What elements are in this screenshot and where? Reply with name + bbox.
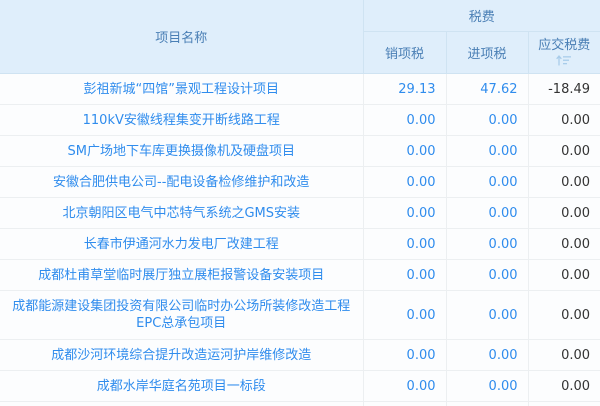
cell-output-tax: 0.00 — [363, 197, 447, 229]
cell-output-tax: 0.00 — [363, 290, 447, 340]
column-header-payable-tax[interactable]: 应交税费 — [528, 31, 600, 74]
cell-input-tax: 0.00 — [446, 135, 529, 167]
cell-input-tax: 47.62 — [446, 73, 529, 105]
cell-project-name[interactable]: 成都杜甫草堂临时展厅独立展柜报警设备安装项目 — [0, 259, 364, 291]
cell-input-tax: 0.00 — [446, 197, 529, 229]
cell-payable-tax: 0.00 — [528, 370, 600, 402]
table-row[interactable]: 成都水岸华庭名苑项目一标段 0.00 0.00 0.00 — [0, 370, 600, 402]
cell-payable-tax: -18.49 — [528, 73, 600, 105]
cell-input-tax: 0.00 — [446, 104, 529, 136]
table-row[interactable]: 110kV安徽线程集变开断线路工程 0.00 0.00 0.00 — [0, 104, 600, 136]
cell-project-name[interactable]: 彭祖新城“四馆”景观工程设计项目 — [0, 73, 364, 105]
cell-payable-tax: 0.00 — [528, 290, 600, 340]
cell-payable-tax: 0.00 — [528, 339, 600, 371]
table-body: 彭祖新城“四馆”景观工程设计项目 29.13 47.62 -18.49 110kV安徽线… — [0, 73, 600, 406]
cell-output-tax: 0.00 — [363, 259, 447, 291]
table-header: 项目名称 税费 销项税 进项税 应交税费 — [0, 0, 600, 74]
cell-output-tax: 0.00 — [363, 401, 447, 406]
table-row[interactable]: 长春市伊通河水力发电厂改建工程 0.00 0.00 0.00 — [0, 228, 600, 260]
cell-input-tax: 0.00 — [446, 228, 529, 260]
cell-payable-tax: 0.00 — [528, 104, 600, 136]
table-row[interactable]: 北京朝阳区电气中芯特气系统之GMS安装 0.00 0.00 0.00 — [0, 197, 600, 229]
cell-project-name[interactable]: SM广场地下车库更换摄像机及硬盘项目 — [0, 135, 364, 167]
cell-project-name[interactable]: 成都水岸华庭名苑项目一标段 — [0, 370, 364, 402]
cell-payable-tax: 0.00 — [528, 401, 600, 406]
cell-output-tax: 0.00 — [363, 370, 447, 402]
cell-output-tax: 0.00 — [363, 166, 447, 198]
cell-project-name[interactable]: 北京朝阳区电气中芯特气系统之GMS安装 — [0, 197, 364, 229]
sort-icon[interactable] — [556, 55, 572, 66]
column-header-project-name[interactable]: 项目名称 — [0, 0, 364, 74]
cell-output-tax: 29.13 — [363, 73, 447, 105]
payable-tax-header-inner: 应交税费 — [529, 38, 600, 66]
cell-output-tax: 0.00 — [363, 135, 447, 167]
table-row[interactable]: 安徽合肥供电公司--配电设备检修维护和改造 0.00 0.00 0.00 — [0, 166, 600, 198]
cell-project-name[interactable]: 成都沙河环境综合提升改造运河护岸维修改造 — [0, 339, 364, 371]
table-row[interactable]: 彭祖新城“四馆”景观工程设计项目 29.13 47.62 -18.49 — [0, 73, 600, 105]
cell-project-name[interactable]: 110kV安徽线程集变开断线路工程 — [0, 104, 364, 136]
table-row[interactable]: 成都沙河环境综合提升改造运河护岸维修改造 0.00 0.00 0.00 — [0, 339, 600, 371]
cell-input-tax: 0.00 — [446, 290, 529, 340]
table-row[interactable]: 成都杜甫草堂临时展厅独立展柜报警设备安装项目 0.00 0.00 0.00 — [0, 259, 600, 291]
cell-input-tax: 0.00 — [446, 401, 529, 406]
cell-project-name[interactable]: 安徽合肥供电公司--配电设备检修维护和改造 — [0, 166, 364, 198]
header-row-top: 项目名称 税费 — [0, 0, 600, 74]
column-header-payable-tax-label: 应交税费 — [538, 38, 591, 54]
cell-payable-tax: 0.00 — [528, 197, 600, 229]
cell-input-tax: 0.00 — [446, 259, 529, 291]
cell-project-name[interactable]: 成都能源建设集团投资有限公司临时办公场所装修改造工程EPC总承包项目 — [0, 290, 364, 340]
column-group-header-tax: 税费 — [363, 0, 600, 32]
cell-payable-tax: 0.00 — [528, 135, 600, 167]
cell-project-name[interactable]: 成渝高铁内江标段项目 — [0, 401, 364, 406]
cell-input-tax: 0.00 — [446, 339, 529, 371]
cell-input-tax: 0.00 — [446, 370, 529, 402]
cell-payable-tax: 0.00 — [528, 259, 600, 291]
cell-payable-tax: 0.00 — [528, 228, 600, 260]
cell-payable-tax: 0.00 — [528, 166, 600, 198]
table-row[interactable]: SM广场地下车库更换摄像机及硬盘项目 0.00 0.00 0.00 — [0, 135, 600, 167]
cell-output-tax: 0.00 — [363, 104, 447, 136]
cell-output-tax: 0.00 — [363, 228, 447, 260]
table-row[interactable]: 成渝高铁内江标段项目0.000.000.00 — [0, 401, 600, 406]
column-header-input-tax[interactable]: 进项税 — [446, 31, 529, 74]
column-header-output-tax[interactable]: 销项税 — [363, 31, 447, 74]
cell-input-tax: 0.00 — [446, 166, 529, 198]
cell-project-name[interactable]: 长春市伊通河水力发电厂改建工程 — [0, 228, 364, 260]
header-row-sub: 销项税 进项税 应交税费 — [0, 31, 600, 74]
table-row[interactable]: 成都能源建设集团投资有限公司临时办公场所装修改造工程EPC总承包项目 0.00 0.… — [0, 290, 600, 340]
cell-output-tax: 0.00 — [363, 339, 447, 371]
